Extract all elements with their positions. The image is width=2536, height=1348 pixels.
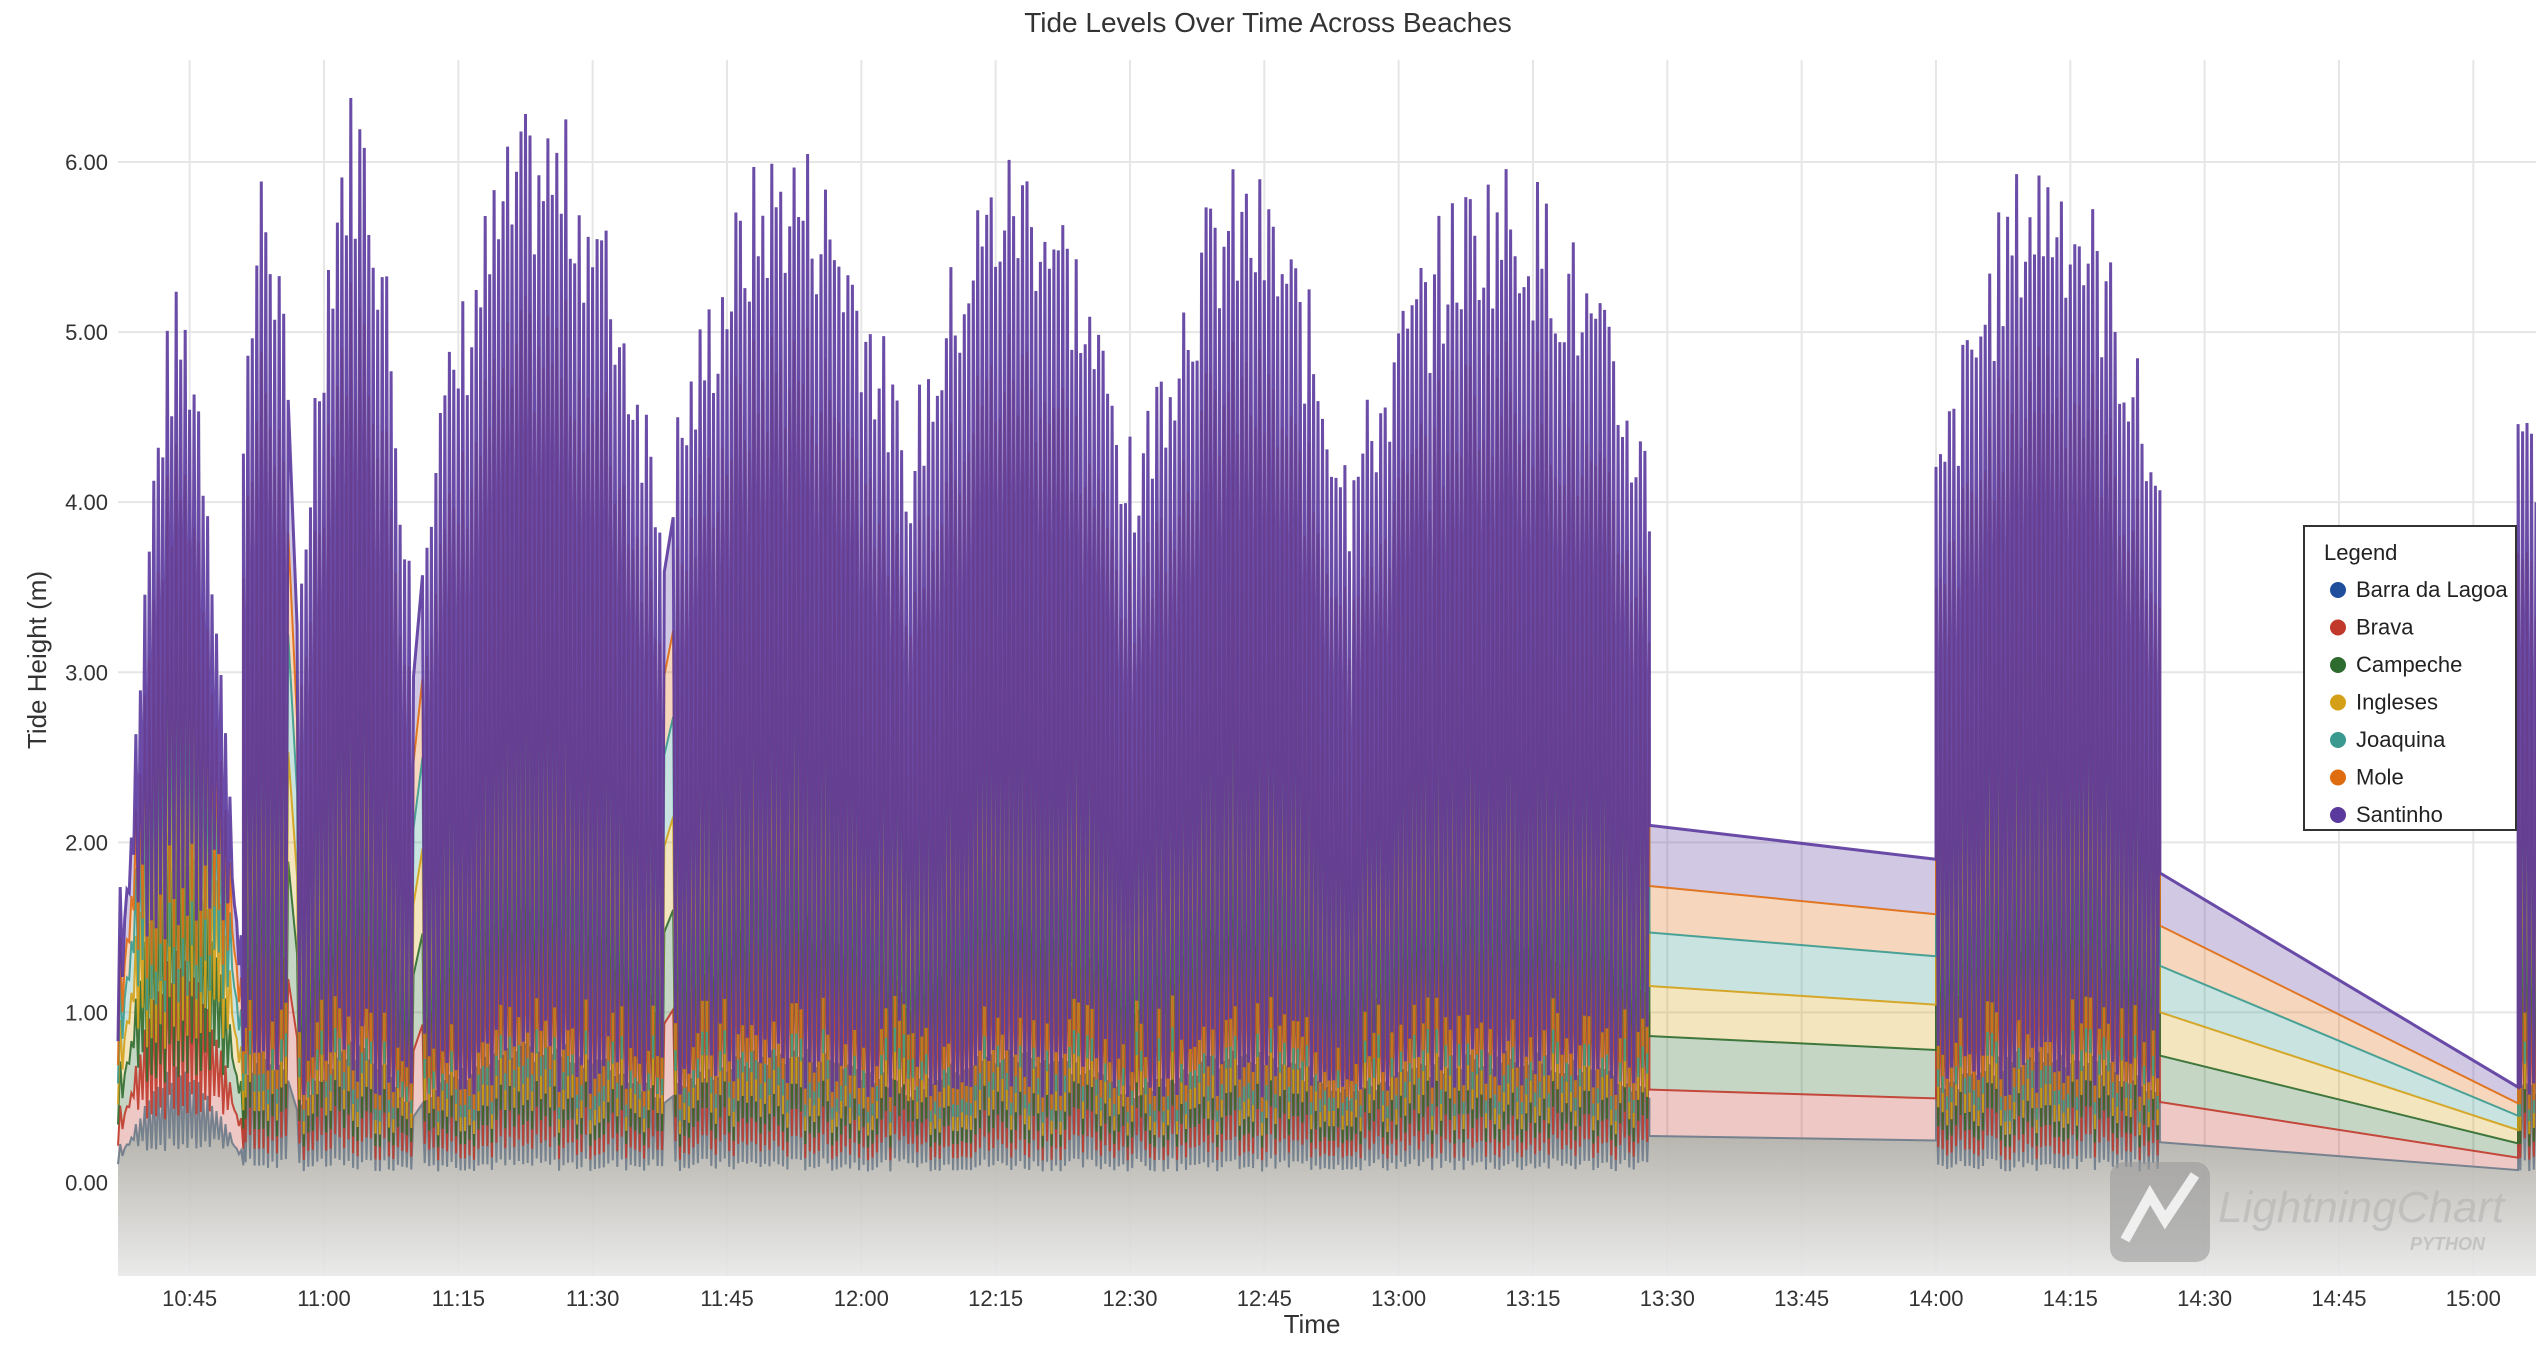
legend-marker [2330, 732, 2346, 748]
watermark-bolt-icon [2120, 1172, 2200, 1243]
legend-title: Legend [2324, 540, 2397, 565]
legend-label: Barra da Lagoa [2356, 577, 2508, 602]
x-tick-label: 10:45 [162, 1286, 217, 1311]
chart-title: Tide Levels Over Time Across Beaches [1024, 7, 1512, 38]
x-tick-label: 14:30 [2177, 1286, 2232, 1311]
legend-label: Joaquina [2356, 727, 2446, 752]
x-axis-title: Time [1284, 1309, 1341, 1339]
x-tick-label: 12:15 [968, 1286, 1023, 1311]
x-tick-label: 14:45 [2311, 1286, 2366, 1311]
x-tick-label: 12:45 [1237, 1286, 1292, 1311]
x-tick-label: 11:15 [432, 1286, 485, 1311]
x-tick-label: 11:45 [700, 1286, 753, 1311]
y-tick-label: 2.00 [65, 830, 108, 855]
y-tick-label: 4.00 [65, 490, 108, 515]
y-tick-label: 6.00 [65, 150, 108, 175]
y-tick-label: 3.00 [65, 660, 108, 685]
x-tick-label: 15:00 [2446, 1286, 2501, 1311]
line-santinho [116, 97, 2536, 1098]
y-tick-label: 5.00 [65, 320, 108, 345]
watermark: LightningChart PYTHON [2110, 1162, 2506, 1262]
legend-marker [2330, 657, 2346, 673]
legend-items: Barra da Lagoa Brava Campeche Ingleses Joaqu… [2330, 577, 2508, 827]
series-lines [116, 97, 2536, 1172]
legend-label: Ingleses [2356, 690, 2438, 715]
y-tick-label: 1.00 [65, 1000, 108, 1025]
x-tick-label: 11:30 [566, 1286, 619, 1311]
x-tick-label: 14:15 [2043, 1286, 2098, 1311]
legend-marker [2330, 582, 2346, 598]
legend-marker [2330, 619, 2346, 636]
y-axis-ticks: 0.00 1.00 2.00 3.00 4.00 5.00 6.00 [65, 150, 108, 1195]
legend-label: Brava [2356, 615, 2414, 640]
legend-label: Santinho [2356, 802, 2443, 827]
y-axis-title: Tide Height (m) [22, 571, 52, 749]
x-tick-label: 14:00 [1908, 1286, 1963, 1311]
watermark-subtext: PYTHON [2410, 1234, 2486, 1254]
x-tick-label: 13:45 [1774, 1286, 1829, 1311]
watermark-text: LightningChart [2218, 1183, 2506, 1232]
x-tick-label: 13:15 [1505, 1286, 1560, 1311]
x-tick-label: 12:00 [834, 1286, 889, 1311]
legend-label: Mole [2356, 765, 2404, 790]
x-tick-label: 11:00 [297, 1286, 350, 1311]
x-tick-label: 13:30 [1640, 1286, 1695, 1311]
legend-marker [2330, 769, 2346, 786]
x-axis-ticks: 10:45 11:00 11:15 11:30 11:45 12:00 12:15 12:30… [162, 1286, 2501, 1311]
x-tick-label: 13:00 [1371, 1286, 1426, 1311]
legend-label: Campeche [2356, 652, 2462, 677]
legend-marker [2330, 807, 2346, 823]
legend-marker [2330, 694, 2346, 711]
y-tick-label: 0.00 [65, 1170, 108, 1195]
legend: Legend Barra da Lagoa Brava Campeche Ingles… [2303, 525, 2517, 831]
x-tick-label: 12:30 [1102, 1286, 1157, 1311]
